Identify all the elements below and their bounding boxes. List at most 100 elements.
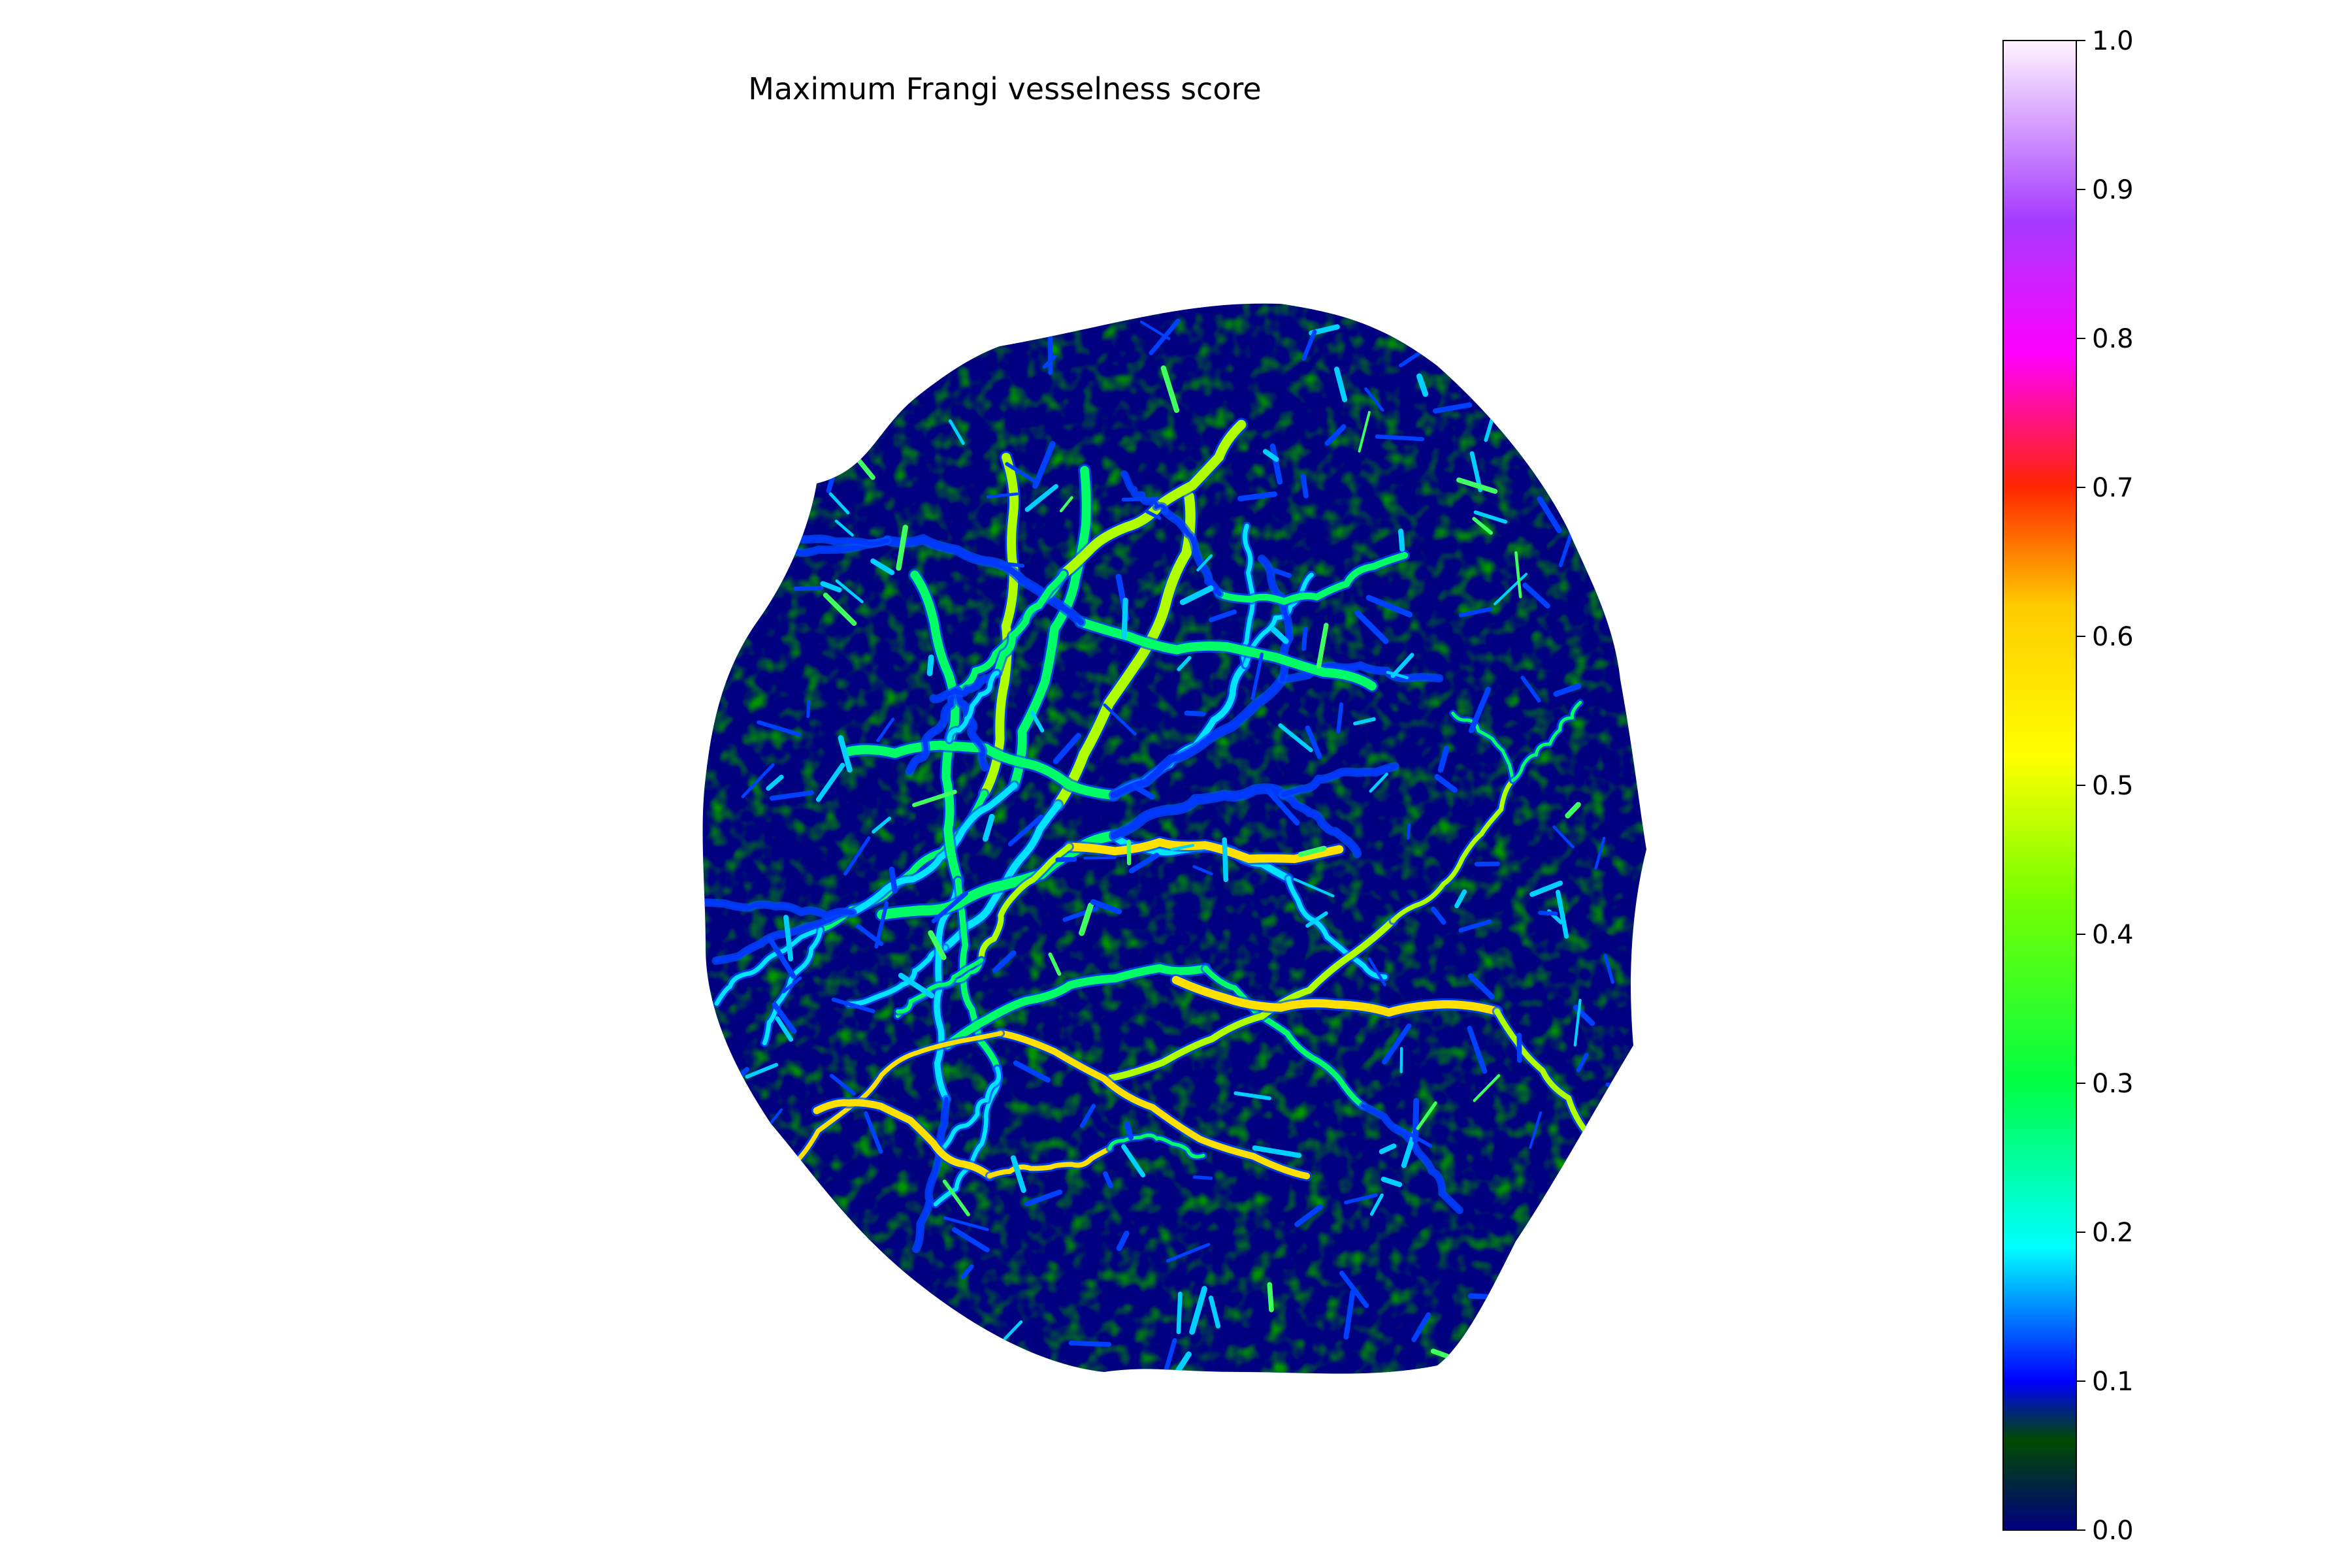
vessel-fragment	[1486, 1347, 1503, 1359]
vessel-fragment	[1472, 517, 1494, 535]
vessel-fragment	[1116, 1230, 1130, 1251]
vessel-fragment	[1339, 1270, 1369, 1309]
vessel-fragment	[1121, 597, 1128, 640]
vessel-fragment	[1358, 411, 1371, 453]
vessel-fragment	[1030, 710, 1045, 733]
vessel-fragment	[703, 547, 737, 559]
vessel-fragment	[1468, 687, 1492, 734]
colorbar-tick-label: 0.0	[2092, 1516, 2134, 1546]
vessel-fragment	[1032, 441, 1056, 489]
vessel-fragment	[1166, 1243, 1211, 1263]
vessel-fragment	[912, 789, 957, 808]
vessel-fragment	[1293, 877, 1335, 898]
vessel-fragment	[1534, 1318, 1552, 1356]
vessel-fragment	[743, 1303, 772, 1309]
vessel-segment	[997, 1030, 1311, 1180]
vessel-fragment	[1209, 609, 1237, 623]
vessel-fragment	[1336, 702, 1344, 734]
vessel-fragment	[1160, 365, 1180, 414]
vessel-segment	[907, 688, 960, 774]
vessel-fragment	[1367, 957, 1386, 987]
vessel-fragment	[1593, 1225, 1604, 1256]
vessel-fragment	[740, 508, 749, 534]
vessel-fragment	[730, 1074, 739, 1119]
vessel-fragment	[1271, 627, 1289, 644]
vessel-fragment	[1053, 732, 1081, 764]
vessel-segment	[933, 1066, 1001, 1207]
vessel-halo	[1586, 1202, 1633, 1362]
vessel-fragment	[730, 1241, 752, 1271]
vessel-segment	[913, 1096, 949, 1251]
vessel-fragment	[1233, 1091, 1271, 1100]
vessel-fragment	[855, 395, 898, 410]
vessel-fragment	[1473, 510, 1508, 524]
vessel-segment	[910, 570, 963, 885]
vessel-fragment	[820, 581, 842, 593]
vessel-fragment	[1467, 1293, 1511, 1301]
vessel-segment	[1281, 792, 1360, 857]
vessel-segment	[993, 570, 1067, 677]
colorbar-tick-label: 0.6	[2092, 622, 2134, 652]
vessel-segment	[987, 1146, 1113, 1179]
vessel-fragment	[1121, 1144, 1146, 1178]
vessel-segment	[1110, 676, 1286, 798]
vessel-fragment	[943, 1216, 989, 1232]
vessel-fragment	[1298, 845, 1327, 857]
vessel-halo	[702, 1161, 797, 1258]
vessel-fragment	[1390, 653, 1414, 678]
vessel-fragment	[1416, 1101, 1437, 1130]
vessel-fragment	[1354, 610, 1389, 644]
vessel-fragment	[1456, 477, 1498, 494]
vessel-fragment	[1121, 497, 1159, 502]
vessel-fragment	[876, 717, 895, 742]
vessel-segment	[1390, 777, 1516, 923]
vessel-fragment	[951, 1227, 990, 1252]
vessel-fragment	[947, 323, 967, 357]
vessel-fragment	[1565, 802, 1581, 819]
vessel-fragment	[806, 700, 811, 718]
vessel-fragment	[982, 813, 995, 842]
colorbar-tick-label: 0.8	[2092, 324, 2134, 354]
vessel-segment	[1286, 875, 1388, 979]
vessel-segment	[1361, 1103, 1462, 1213]
vessel-fragment	[1522, 582, 1550, 609]
vessel-segment	[979, 453, 1019, 798]
vessel-fragment	[1416, 373, 1429, 397]
vessel-fragment	[1269, 443, 1283, 485]
vessel-fragment	[1514, 551, 1522, 598]
vessel-fragment	[1382, 1023, 1412, 1065]
vessel-fragment	[1605, 1082, 1635, 1091]
vessel-fragment	[1048, 952, 1062, 976]
vessel-fragment	[926, 654, 934, 676]
vessel-fragment	[1459, 607, 1493, 617]
vessel-segment	[1009, 466, 1091, 791]
vessel-segment	[1162, 508, 1222, 596]
vessel-fragment	[740, 1170, 773, 1177]
vessel-fragment	[732, 426, 749, 467]
vessel-fragment	[843, 836, 871, 876]
vessel-segment	[702, 1163, 795, 1256]
vessel-fragment	[1516, 1032, 1522, 1063]
vessel-fragment	[1586, 1144, 1614, 1177]
vessel-fragment	[781, 976, 802, 994]
vessel-segment	[1171, 975, 1501, 1017]
vessel-fragment	[1556, 889, 1569, 939]
vessel-segment	[1065, 838, 1344, 864]
vessel-fragment	[889, 866, 898, 894]
vessel-segment	[1076, 617, 1377, 691]
vessel-fragment	[1294, 1204, 1323, 1228]
vessel-fragment	[986, 492, 1019, 498]
vessel-segment	[791, 1031, 1004, 1168]
vessel-fragment	[1192, 1175, 1213, 1181]
vessel-fragment	[775, 1016, 794, 1042]
vessel-fragment	[1365, 595, 1413, 618]
vessel-fragment	[1573, 998, 1582, 1047]
vessel-segment	[1107, 917, 1397, 1082]
vessel-fragment	[1124, 1121, 1134, 1141]
vessel-fragment	[1529, 880, 1563, 897]
vessel-segment	[713, 910, 855, 963]
vessel-fragment	[838, 735, 853, 773]
vessel-fragment	[1412, 1098, 1420, 1143]
vessel-fragment	[1537, 496, 1562, 534]
vessel-fragment	[766, 774, 784, 791]
